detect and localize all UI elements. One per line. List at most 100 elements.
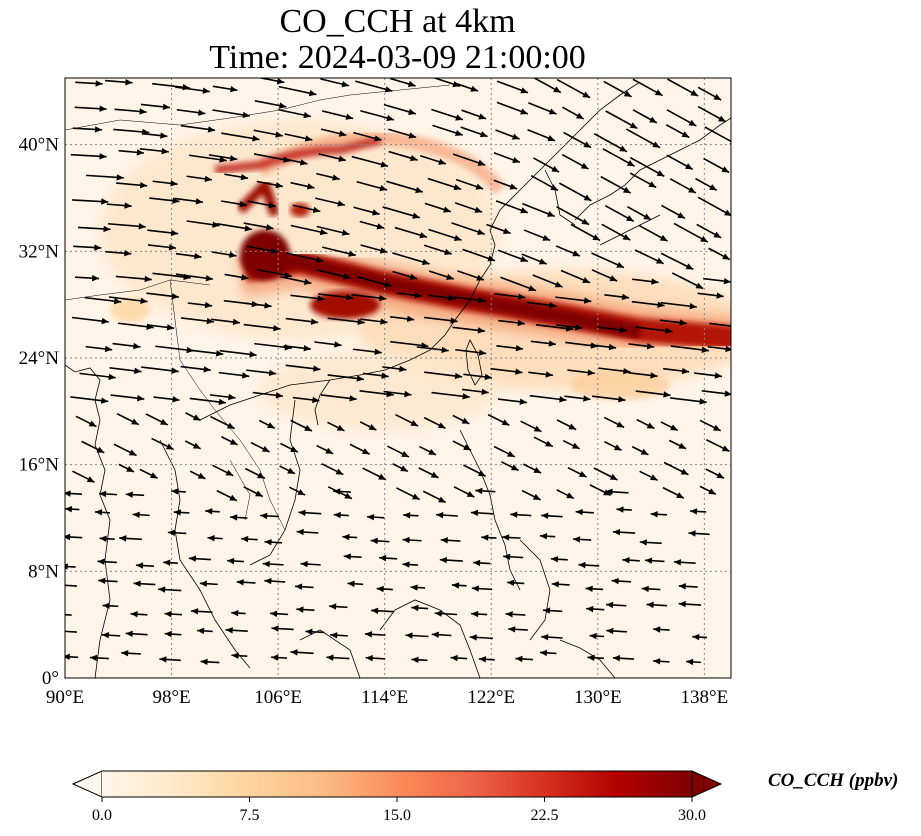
wind-arrow <box>661 204 686 220</box>
wind-arrow <box>478 656 495 663</box>
wind-arrow <box>558 182 592 202</box>
wind-arrow <box>342 533 358 541</box>
wind-arrow <box>628 371 658 379</box>
wind-arrow <box>692 633 708 641</box>
wind-arrow <box>278 108 312 119</box>
wind-arrow <box>622 557 640 564</box>
y-axis-ticks: 0° 8°N 16°N 24°N 32°N 40°N <box>19 135 60 689</box>
wind-arrow <box>628 343 655 350</box>
wind-arrow <box>326 654 350 661</box>
wind-arrow <box>666 109 697 127</box>
wind-arrow <box>327 374 364 382</box>
wind-arrow <box>473 559 491 567</box>
wind-arrow <box>356 180 388 192</box>
wind-arrow <box>641 585 661 593</box>
wind-arrow <box>186 175 213 183</box>
wind-arrow <box>567 369 595 376</box>
wind-arrow <box>105 250 132 257</box>
wind-arrow <box>388 128 417 139</box>
wind-arrow <box>71 316 109 325</box>
colorbar-body <box>102 771 692 797</box>
wind-arrow <box>471 585 493 592</box>
wind-arrow <box>316 225 350 236</box>
wind-arrow <box>605 488 629 496</box>
wind-arrow <box>632 109 658 124</box>
wind-arrow <box>216 489 238 502</box>
wind-arrow <box>452 414 470 425</box>
wind-arrow <box>416 346 449 354</box>
wind-arrow <box>353 131 382 142</box>
wind-arrow <box>81 440 105 454</box>
wind-arrow <box>230 514 248 521</box>
wind-arrow <box>659 319 687 326</box>
wind-arrow <box>320 394 357 402</box>
wind-arrow <box>314 341 342 348</box>
wind-arrow <box>521 489 541 501</box>
colorbar-tick-label: 0.0 <box>92 807 112 824</box>
wind-arrow <box>330 632 348 639</box>
wind-arrow <box>280 275 312 285</box>
wind-arrow <box>189 397 226 406</box>
wind-arrow <box>246 245 278 254</box>
wind-arrow <box>686 658 701 666</box>
wind-arrow <box>420 155 447 165</box>
wind-arrow <box>539 533 556 540</box>
wind-arrow <box>282 157 308 166</box>
wind-arrow <box>290 224 328 236</box>
wind-arrow <box>216 222 253 232</box>
colorbar-tick-label: 22.5 <box>531 807 559 824</box>
wind-arrow <box>65 505 80 513</box>
wind-arrow <box>212 109 250 119</box>
wind-arrow <box>320 78 350 88</box>
wind-arrow <box>260 512 280 520</box>
wind-arrow <box>663 367 690 375</box>
wind-arrow <box>351 293 387 302</box>
wind-arrow <box>402 536 422 544</box>
wind-arrow <box>502 534 521 541</box>
wind-arrow <box>593 133 628 153</box>
wind-arrow <box>163 559 178 566</box>
wind-arrow <box>147 229 179 237</box>
wind-arrow <box>528 102 557 115</box>
wind-arrow <box>140 103 171 110</box>
wind-arrow <box>450 654 468 662</box>
wind-arrow <box>199 580 218 587</box>
wind-arrow <box>151 437 174 451</box>
wind-arrow <box>439 556 463 564</box>
wind-arrow <box>395 413 419 427</box>
wind-arrow <box>197 627 213 635</box>
wind-arrow <box>423 316 458 324</box>
wind-arrow <box>631 300 665 308</box>
wind-arrow <box>243 323 281 332</box>
wind-arrow <box>605 601 627 609</box>
wind-arrow <box>411 656 428 664</box>
wind-arrow <box>290 419 313 432</box>
x-tick-label: 122°E <box>467 687 515 708</box>
wind-arrow <box>428 270 455 280</box>
wind-arrow <box>110 394 145 402</box>
wind-arrow <box>115 275 152 283</box>
wind-arrow <box>695 177 718 191</box>
wind-arrow <box>402 561 419 568</box>
wind-arrow <box>188 154 227 163</box>
gridlines <box>65 78 731 678</box>
wind-arrow <box>625 128 661 149</box>
wind-arrow <box>102 602 119 610</box>
wind-arrow <box>290 181 315 190</box>
wind-arrow <box>556 324 583 331</box>
wind-arrow <box>503 553 524 560</box>
wind-arrow <box>357 276 393 288</box>
wind-arrow <box>390 315 415 323</box>
colorbar-tick-label: 30.0 <box>678 807 706 824</box>
wind-arrow <box>526 301 557 309</box>
wind-arrow <box>521 253 547 265</box>
wind-arrow <box>703 277 731 285</box>
wind-arrow <box>453 296 486 304</box>
y-tick-label: 40°N <box>19 135 60 156</box>
wind-arrow <box>333 511 349 519</box>
wind-arrow <box>699 419 722 432</box>
wind-arrow <box>70 396 109 404</box>
wind-arrow <box>697 86 722 101</box>
wind-arrow <box>224 173 249 181</box>
wind-arrow <box>667 78 699 97</box>
